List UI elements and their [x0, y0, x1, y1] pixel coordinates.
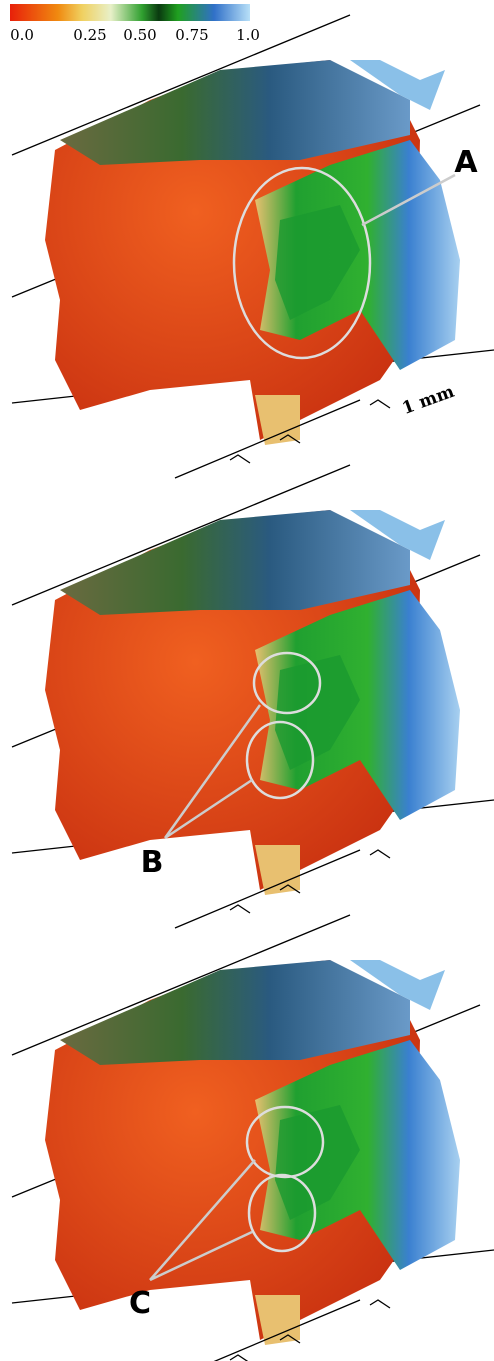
highlight	[245, 1105, 325, 1179]
highlight	[232, 166, 372, 360]
colorbar-tick: 0.75	[175, 26, 208, 44]
pointer	[163, 704, 262, 840]
highlight	[247, 1173, 317, 1253]
rendering	[11, 914, 494, 1361]
panel-label: C	[129, 1286, 151, 1321]
scale-label: 1 mm	[400, 382, 457, 419]
rendering	[11, 464, 494, 929]
panel-label: B	[141, 845, 164, 880]
colorbar-tick: 0.50	[123, 26, 156, 44]
pointer	[361, 173, 456, 227]
colorbar-tick: 0.0	[10, 26, 34, 44]
highlight	[245, 720, 315, 800]
colorbar-tick: 1.0	[236, 26, 260, 44]
colorbar-tick: 0.25	[73, 26, 106, 44]
pointer	[149, 1159, 256, 1282]
colorbar	[10, 4, 250, 21]
highlight	[252, 651, 322, 715]
panel-label: A	[454, 145, 478, 180]
